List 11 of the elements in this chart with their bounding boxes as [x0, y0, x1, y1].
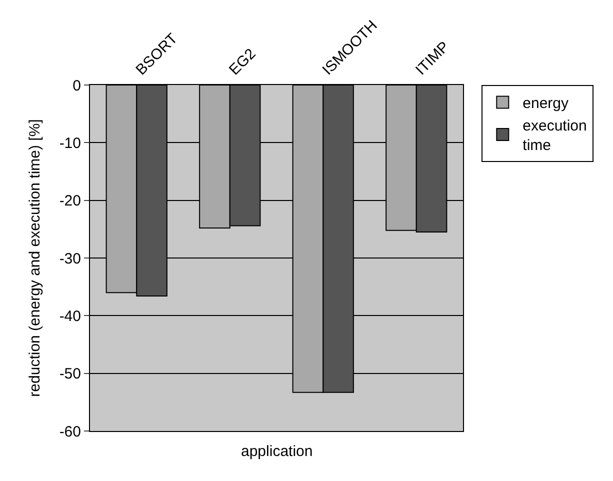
y-tick-label: 0	[72, 77, 81, 94]
x-axis-title: application	[241, 443, 313, 460]
y-tick-label: -20	[59, 192, 81, 210]
legend-label: energy	[522, 95, 570, 112]
legend-label: execution time	[522, 118, 587, 154]
y-tick-label: -30	[59, 250, 81, 268]
y-tick-label: -40	[59, 308, 81, 325]
y-axis-title: reduction (energy and execution time) [%]	[26, 119, 44, 397]
y-tick-label: -60	[59, 423, 81, 440]
y-tick-label: -10	[59, 134, 81, 152]
y-tick-label: -50	[59, 366, 81, 383]
